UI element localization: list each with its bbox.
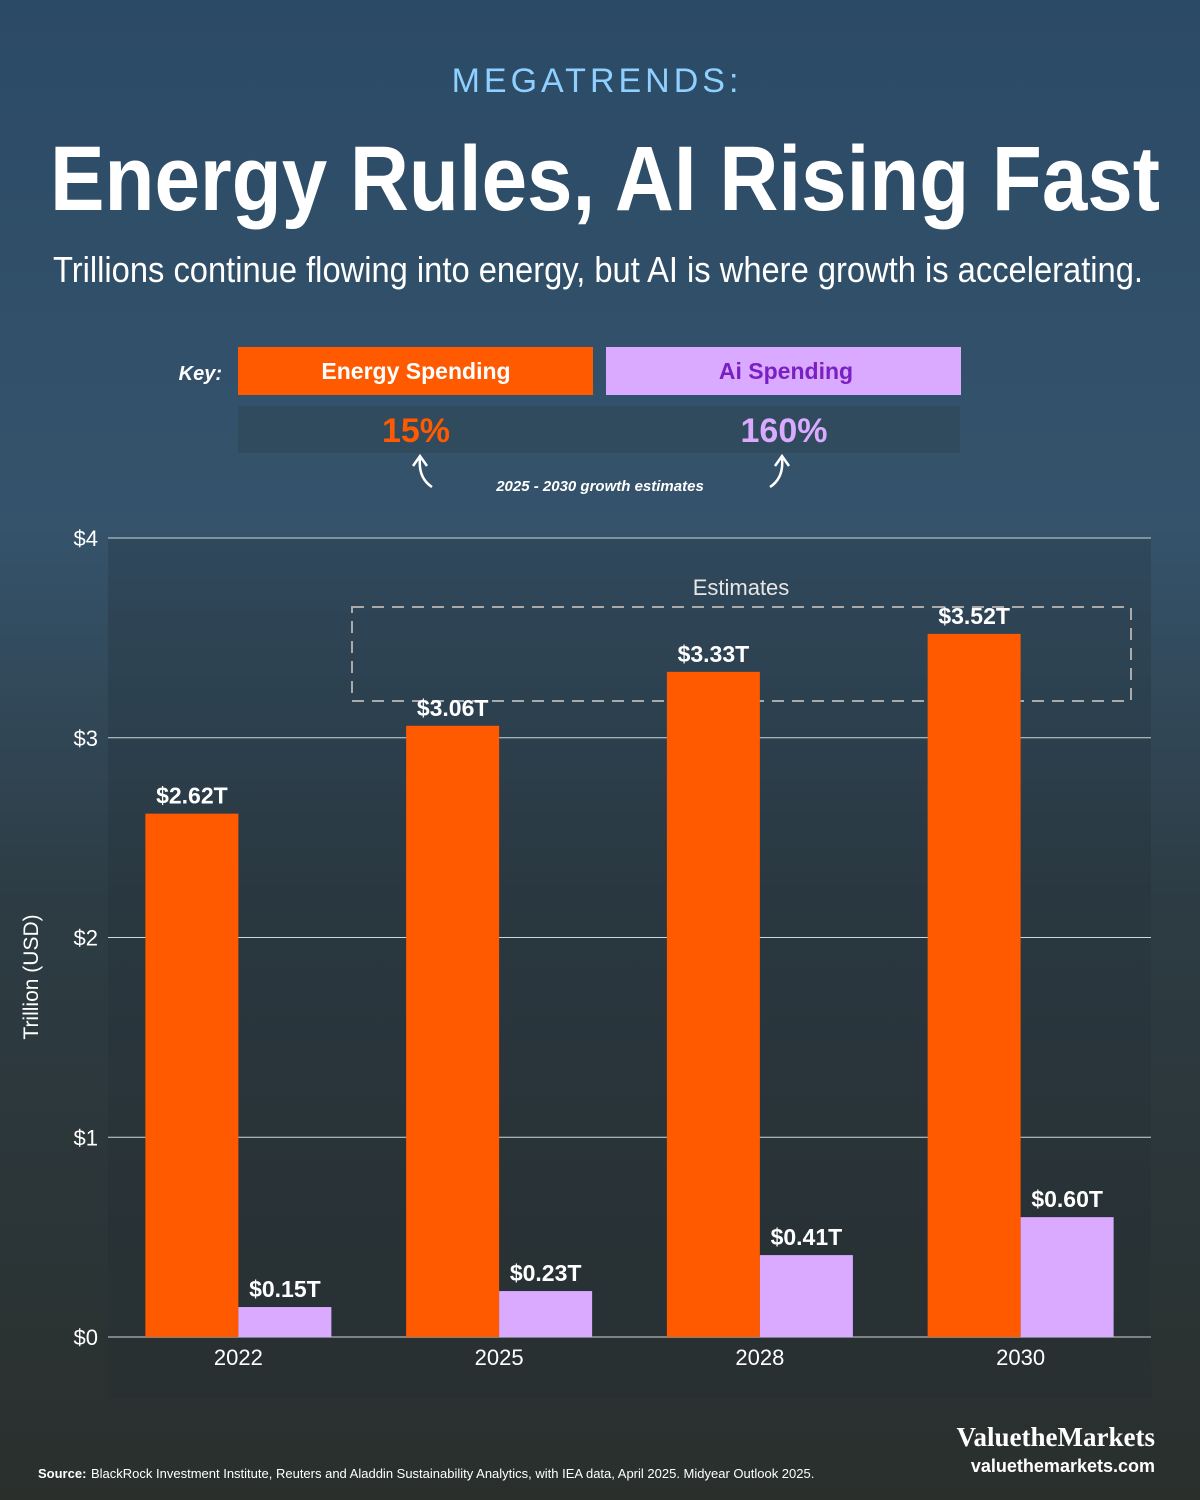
growth-value: 15% [382, 412, 450, 450]
bar [238, 1307, 332, 1337]
legend-swatch [238, 347, 593, 395]
brand: ValuetheMarkets [957, 1422, 1155, 1452]
growth-arrows [411, 453, 791, 489]
growth-note: 2025 - 2030 growth estimates [495, 478, 704, 495]
y-tick-label: $4 [74, 526, 98, 551]
key-label: Key: [179, 363, 222, 385]
subtitle: Trillions continue flowing into energy, … [53, 249, 1143, 290]
data-label: $0.60T [1031, 1186, 1103, 1212]
y-tick-label: $2 [74, 926, 98, 951]
growth-band [238, 406, 960, 453]
kicker: MEGATRENDS: [452, 62, 743, 100]
data-label: $0.41T [771, 1224, 843, 1250]
bar [1020, 1217, 1114, 1337]
data-label: $0.23T [510, 1260, 582, 1286]
data-label: $2.62T [156, 783, 228, 809]
bar [759, 1255, 853, 1337]
legend-entry: Ai Spending [719, 358, 853, 384]
bar [406, 725, 500, 1337]
data-label: $3.06T [417, 695, 489, 721]
source-label: Source: [38, 1466, 86, 1481]
growth-value: 160% [741, 412, 828, 450]
y-tick-label: $3 [74, 726, 98, 751]
bar [499, 1291, 593, 1337]
bar [666, 671, 760, 1337]
data-label: $3.52T [938, 603, 1010, 629]
brand-url: valuethemarkets.com [971, 1456, 1155, 1476]
x-tick-label: 2022 [214, 1345, 263, 1370]
legend-swatch [606, 347, 961, 395]
title: Energy Rules, AI Rising Fast [50, 128, 1160, 230]
annotation: Estimates [693, 575, 790, 600]
y-tick-label: $1 [74, 1125, 98, 1150]
x-tick-label: 2030 [996, 1345, 1045, 1370]
data-label: $3.33T [678, 641, 750, 667]
x-tick-label: 2028 [735, 1345, 784, 1370]
y-axis-label: Trillion (USD) [20, 914, 43, 1039]
data-label: $0.15T [249, 1276, 321, 1302]
y-tick-label: $0 [74, 1325, 98, 1350]
source: BlackRock Investment Institute, Reuters … [91, 1466, 814, 1481]
bar [145, 813, 239, 1337]
bar [927, 633, 1021, 1337]
x-tick-label: 2025 [475, 1345, 524, 1370]
legend-entry: Energy Spending [321, 358, 510, 384]
